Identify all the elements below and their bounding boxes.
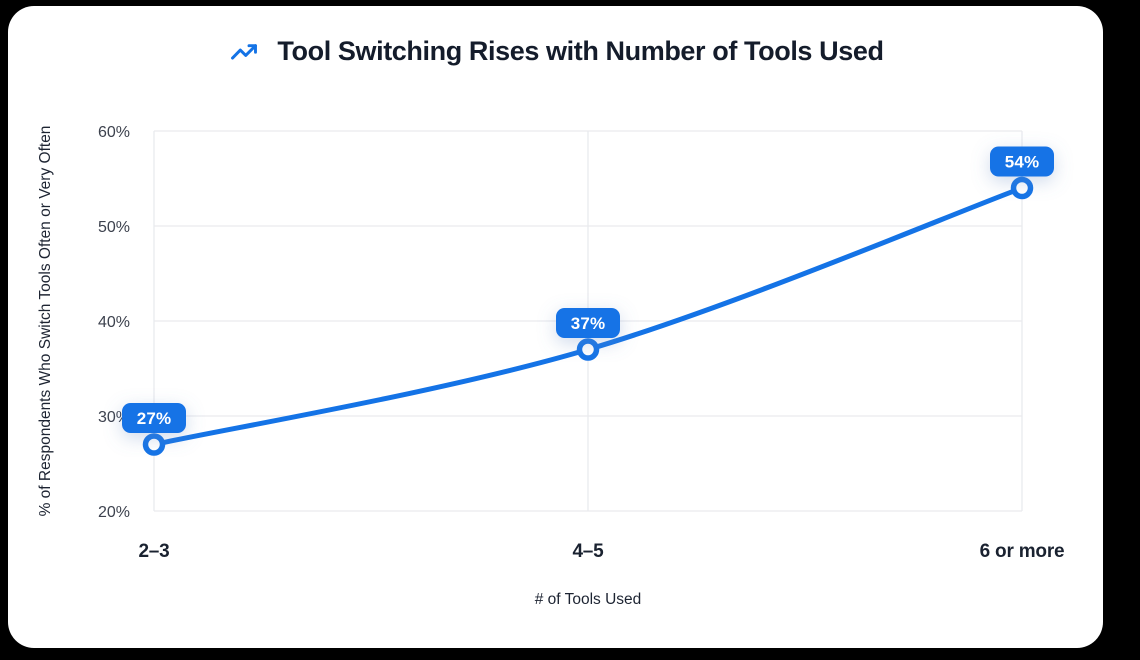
y-tick-label: 40% [98,314,130,331]
data-label: 37% [571,314,606,333]
y-axis-title: % of Respondents Who Switch Tools Often … [37,126,54,517]
data-label: 27% [137,409,172,428]
x-tick-label: 6 or more [980,541,1065,562]
chart-card: 20% 30% 40% 50% 60% 2–3 4–5 6 or more # of Tools… [8,6,1103,648]
x-axis-title: # of Tools Used [535,591,642,608]
data-label-badge [990,146,1054,177]
data-label-badge [122,403,186,433]
y-tick-label: 30% [98,409,130,426]
chart-title: Tool Switching Rises with Number of Tool… [277,36,884,66]
x-tick-label: 4–5 [572,541,604,562]
data-label: 54% [1005,153,1040,172]
chart-header: Tool Switching Rises with Number of Tool… [8,36,1103,67]
x-tick-label: 2–3 [138,541,169,562]
data-point [142,433,166,456]
line-chart: 20% 30% 40% 50% 60% 2–3 4–5 6 or more # of Tools… [37,124,1065,608]
data-point [1010,176,1034,200]
data-point [576,338,600,361]
data-label-badge [556,308,620,338]
trending-up-icon [231,43,258,60]
y-tick-label: 60% [98,124,130,141]
y-tick-label: 20% [98,504,130,521]
y-tick-label: 50% [98,219,130,236]
